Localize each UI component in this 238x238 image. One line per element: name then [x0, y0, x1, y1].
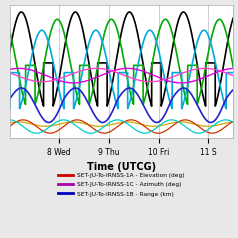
X-axis label: Time (UTCG): Time (UTCG) — [87, 162, 156, 172]
Legend: SET-JU-To-IRNSS-1A - Elevation (deg), SET-JU-To-IRNSS-1C - Azimuth (deg), SET-JU: SET-JU-To-IRNSS-1A - Elevation (deg), SE… — [56, 170, 187, 199]
